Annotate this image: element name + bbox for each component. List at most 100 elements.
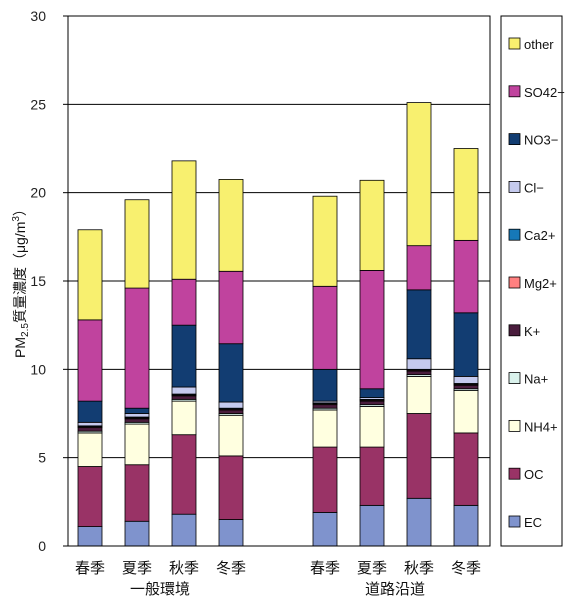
y-tick-label-6: 30 bbox=[30, 8, 46, 24]
legend-label-6: Ca2+ bbox=[524, 228, 555, 243]
bar-segment-4-2 bbox=[312, 409, 338, 448]
bar-segment-3-8 bbox=[218, 343, 244, 403]
legend-label-5: Mg2+ bbox=[524, 276, 557, 291]
x-category-label-7: 冬季 bbox=[451, 560, 481, 577]
x-category-label-6: 秋季 bbox=[404, 560, 434, 577]
bar-segment-2-0 bbox=[171, 513, 197, 547]
bar-segment-5-0 bbox=[359, 504, 385, 547]
bar-segment-6-10 bbox=[406, 102, 432, 247]
bar-segment-1-7 bbox=[124, 413, 150, 418]
bar-segment-3-2 bbox=[218, 414, 244, 457]
y-tick-label-3: 15 bbox=[30, 273, 46, 289]
bar-segment-1-9 bbox=[124, 287, 150, 409]
legend-label-2: NH4+ bbox=[524, 419, 558, 434]
bar-segment-5-8 bbox=[359, 388, 385, 398]
bar-segment-2-9 bbox=[171, 278, 197, 326]
legend-swatch-6 bbox=[508, 228, 521, 241]
bar-segment-0-0 bbox=[77, 526, 103, 547]
bar-segment-7-9 bbox=[453, 239, 479, 314]
bar-segment-2-1 bbox=[171, 434, 197, 515]
bar-segment-5-2 bbox=[359, 406, 385, 448]
bar-segment-3-9 bbox=[218, 270, 244, 345]
bar-segment-0-10 bbox=[77, 229, 103, 321]
x-category-label-5: 夏季 bbox=[357, 560, 387, 577]
bar-segment-6-1 bbox=[406, 413, 432, 499]
bar-segment-0-7 bbox=[77, 421, 103, 427]
bar-segment-4-1 bbox=[312, 446, 338, 513]
y-tick-label-2: 10 bbox=[30, 361, 46, 377]
bar-segment-1-10 bbox=[124, 199, 150, 289]
bar-segment-4-0 bbox=[312, 512, 338, 547]
legend-label-8: NO3− bbox=[524, 133, 558, 148]
bar-segment-0-4 bbox=[77, 427, 103, 432]
y-tick-label-0: 0 bbox=[38, 538, 46, 554]
bar-segment-2-4 bbox=[171, 395, 197, 400]
legend-swatch-2 bbox=[508, 419, 521, 432]
legend-label-4: K+ bbox=[524, 324, 540, 339]
x-category-labels: 春季 夏季 秋季 冬季 春季 夏季 秋季 冬季 bbox=[75, 560, 481, 577]
x-category-label-3: 冬季 bbox=[216, 560, 246, 577]
bar-segment-3-7 bbox=[218, 401, 244, 409]
legend-label-10: other bbox=[524, 37, 554, 52]
bar-segment-2-7 bbox=[171, 386, 197, 395]
bar-segment-5-9 bbox=[359, 269, 385, 390]
legend-swatch-5 bbox=[508, 276, 521, 289]
bar-segment-4-9 bbox=[312, 285, 338, 370]
bar-segment-3-4 bbox=[218, 409, 244, 414]
bar-segment-2-8 bbox=[171, 324, 197, 388]
legend-swatch-8 bbox=[508, 133, 521, 146]
x-category-label-2: 秋季 bbox=[169, 560, 199, 577]
bar-segment-3-1 bbox=[218, 455, 244, 520]
bar-segment-6-2 bbox=[406, 375, 432, 414]
y-tick-label-1: 5 bbox=[38, 450, 46, 466]
legend-swatch-7 bbox=[508, 180, 521, 193]
x-group-labels: 一般環境 道路沿道 bbox=[130, 580, 425, 598]
bar-segment-1-4 bbox=[124, 418, 150, 423]
legend-swatch-9 bbox=[508, 85, 521, 98]
bar-segment-0-8 bbox=[77, 400, 103, 423]
legend-swatch-0 bbox=[508, 515, 521, 528]
bar-segment-7-8 bbox=[453, 312, 479, 377]
bar-segment-5-10 bbox=[359, 179, 385, 271]
legend-label-3: Na+ bbox=[524, 372, 548, 387]
bar-segment-1-8 bbox=[124, 407, 150, 414]
x-category-label-0: 春季 bbox=[75, 560, 105, 577]
bar-segment-3-10 bbox=[218, 179, 244, 272]
legend-label-1: OC bbox=[524, 467, 544, 482]
x-group-label-0: 一般環境 bbox=[130, 580, 190, 598]
bar-segment-2-2 bbox=[171, 400, 197, 436]
y-tick-labels: 0 5 10 15 20 25 30 bbox=[30, 8, 68, 554]
bar-segment-7-0 bbox=[453, 504, 479, 547]
bar-segment-2-10 bbox=[171, 160, 197, 280]
y-tick-label-4: 20 bbox=[30, 185, 46, 201]
bar-segment-4-8 bbox=[312, 368, 338, 402]
bar-segment-0-2 bbox=[77, 432, 103, 467]
x-category-label-1: 夏季 bbox=[122, 560, 152, 577]
bar-segment-6-9 bbox=[406, 245, 432, 291]
bar-segment-3-0 bbox=[218, 519, 244, 547]
bar-segment-1-0 bbox=[124, 520, 150, 547]
bar-segment-5-1 bbox=[359, 446, 385, 506]
legend: other SO42− NO3− Cl− Ca2+ Mg2+ K+ Na+ NH4+ OC EC bbox=[500, 15, 565, 547]
bar-segment-6-0 bbox=[406, 497, 432, 547]
bar-segment-5-4 bbox=[359, 400, 385, 406]
bar-segment-6-4 bbox=[406, 370, 432, 376]
y-tick-label-5: 25 bbox=[30, 96, 46, 112]
bar-segment-7-10 bbox=[453, 148, 479, 241]
bar-segment-1-1 bbox=[124, 464, 150, 522]
legend-label-9: SO42− bbox=[524, 85, 565, 100]
bar-segment-1-2 bbox=[124, 423, 150, 466]
bar-segment-0-9 bbox=[77, 319, 103, 402]
y-axis-label: PM2.5質量濃度（μg/m3） bbox=[11, 202, 31, 358]
legend-swatch-3 bbox=[508, 372, 521, 385]
bar-segment-7-2 bbox=[453, 390, 479, 434]
bar-segment-6-8 bbox=[406, 289, 432, 360]
legend-swatch-4 bbox=[508, 324, 521, 337]
bar-segment-4-10 bbox=[312, 195, 338, 287]
bar-segment-7-7 bbox=[453, 375, 479, 384]
x-group-label-1: 道路沿道 bbox=[365, 581, 425, 598]
bars bbox=[77, 102, 479, 547]
bar-segment-7-1 bbox=[453, 432, 479, 506]
bar-segment-6-7 bbox=[406, 358, 432, 370]
